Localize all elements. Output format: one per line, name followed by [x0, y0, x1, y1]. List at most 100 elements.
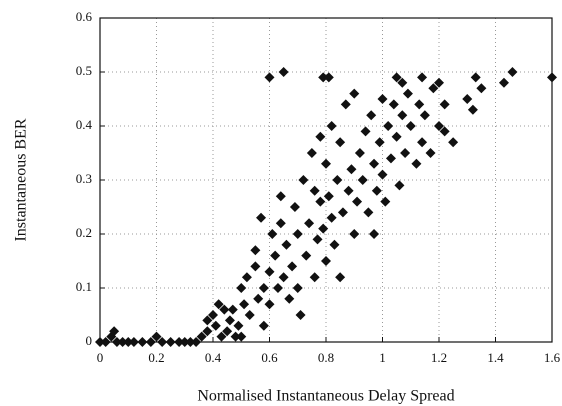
point: [371, 185, 382, 196]
x-tick-label: 1.2: [431, 350, 447, 365]
point: [117, 337, 128, 347]
point: [352, 196, 363, 207]
point: [349, 88, 360, 99]
point: [434, 77, 444, 88]
point: [383, 121, 394, 131]
point: [419, 110, 430, 121]
point: [219, 304, 230, 315]
point: [95, 337, 105, 347]
point: [210, 320, 221, 331]
x-axis-title: Normalised Instantaneous Delay Spread: [197, 388, 454, 405]
point: [417, 72, 428, 83]
y-tick-label: 0.4: [76, 117, 93, 132]
point: [224, 315, 235, 326]
point: [258, 320, 269, 331]
point: [340, 99, 351, 110]
point: [337, 207, 348, 218]
point: [354, 148, 365, 158]
point: [208, 310, 218, 320]
point: [275, 191, 286, 202]
point: [380, 196, 391, 207]
point: [230, 331, 241, 342]
point: [377, 94, 388, 104]
point: [281, 239, 292, 250]
point: [241, 272, 252, 283]
point: [312, 234, 323, 245]
point: [128, 337, 139, 347]
point: [335, 272, 346, 283]
point: [498, 77, 509, 88]
point: [439, 99, 450, 110]
point: [111, 337, 122, 347]
x-tick-label: 1.4: [487, 350, 504, 365]
point: [388, 99, 399, 110]
point: [270, 250, 281, 261]
point: [467, 104, 478, 115]
point: [258, 283, 269, 293]
point: [405, 121, 416, 131]
point: [227, 304, 238, 315]
point: [377, 169, 388, 180]
point: [349, 229, 360, 239]
point: [417, 137, 428, 148]
point: [369, 229, 380, 239]
y-tick-label: 0.2: [76, 225, 92, 240]
point: [363, 207, 374, 218]
point: [397, 77, 408, 88]
point: [326, 121, 337, 131]
point: [315, 196, 326, 207]
point: [318, 223, 329, 234]
point: [202, 315, 213, 326]
point: [321, 256, 331, 266]
point: [174, 337, 185, 347]
point: [145, 337, 156, 347]
point: [295, 310, 306, 320]
point: [292, 229, 303, 239]
y-tick-label: 0.6: [76, 9, 93, 24]
point: [301, 250, 312, 261]
point: [507, 67, 518, 77]
point: [267, 229, 278, 239]
point: [318, 72, 329, 83]
point: [374, 137, 385, 148]
point: [309, 185, 320, 196]
point: [292, 283, 303, 293]
point: [264, 299, 275, 310]
point: [448, 137, 459, 148]
point: [470, 72, 481, 83]
point: [315, 131, 326, 142]
point: [321, 158, 331, 169]
point: [239, 299, 250, 310]
point: [264, 266, 275, 277]
point: [233, 320, 244, 331]
point: [264, 72, 275, 83]
point: [428, 83, 439, 94]
point: [385, 153, 396, 164]
point: [462, 94, 473, 104]
point: [402, 88, 413, 99]
point: [476, 83, 487, 94]
point: [414, 99, 425, 110]
point: [547, 72, 557, 83]
point: [357, 175, 368, 185]
point: [309, 272, 320, 283]
point: [137, 337, 148, 347]
point: [213, 299, 224, 310]
point: [179, 337, 190, 347]
point: [400, 148, 411, 158]
x-tick-label: 0.8: [318, 350, 334, 365]
point: [284, 293, 295, 304]
plot-frame: [99, 17, 553, 343]
point: [425, 148, 436, 158]
x-tick-label: 1: [379, 350, 386, 365]
point: [335, 137, 346, 148]
point: [165, 337, 176, 347]
point: [272, 283, 283, 293]
point: [100, 337, 111, 347]
point: [323, 72, 334, 83]
point: [202, 326, 213, 337]
y-tick-label: 0: [86, 333, 93, 348]
point: [366, 110, 377, 121]
point: [326, 212, 337, 223]
point: [289, 202, 300, 212]
